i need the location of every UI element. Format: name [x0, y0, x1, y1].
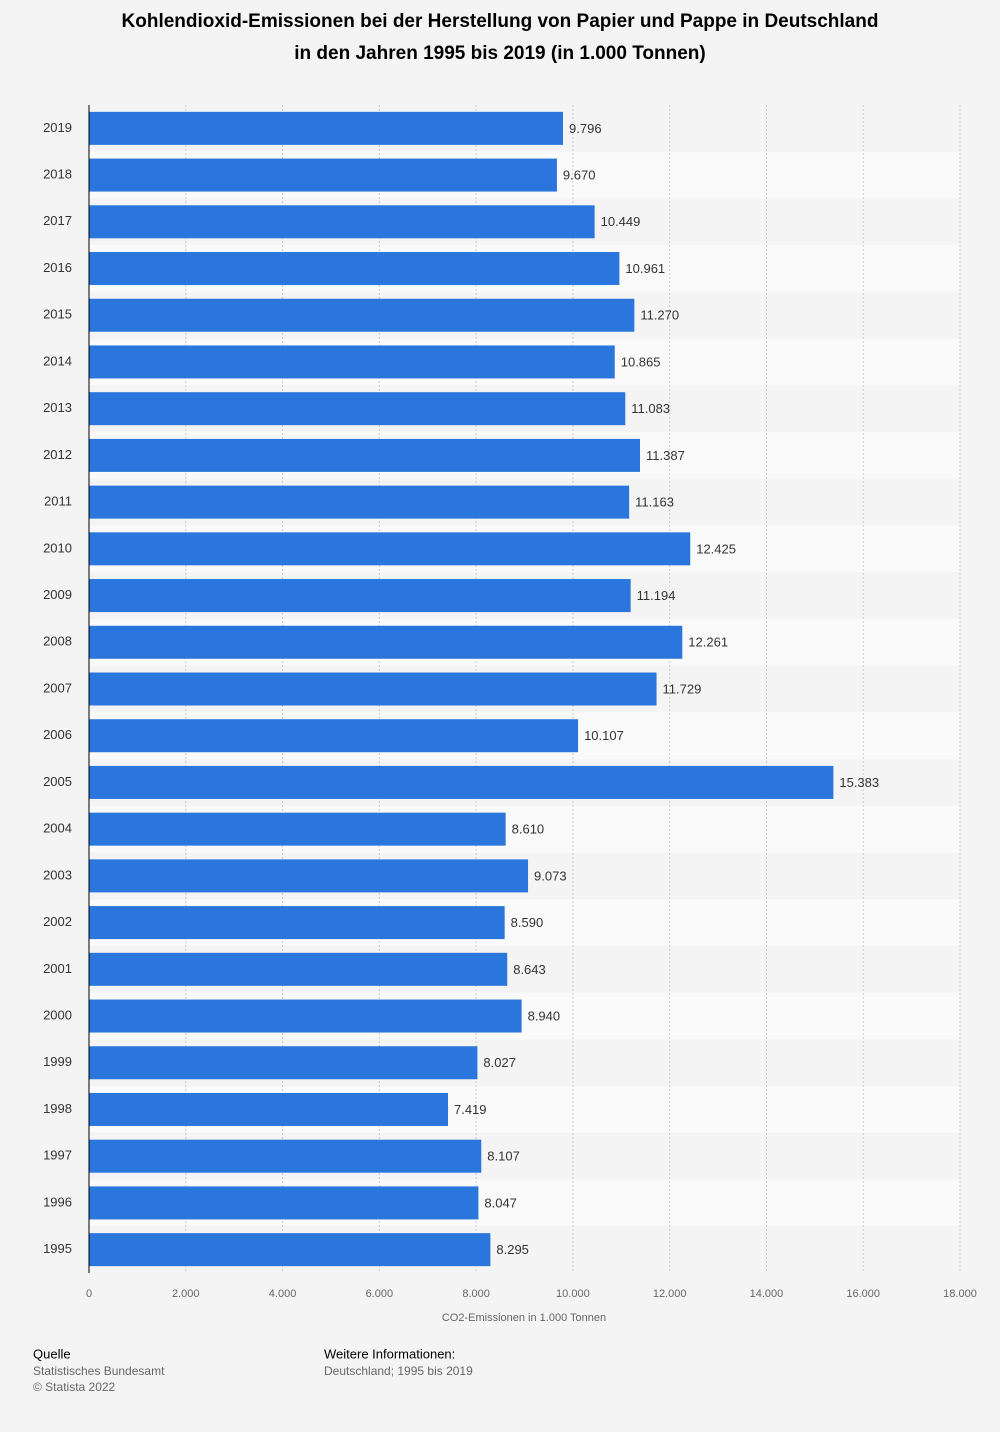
info: Deutschland; 1995 bis 2019	[324, 1364, 473, 1378]
y-tick-label: 2017	[43, 213, 72, 228]
value-label: 11.083	[631, 401, 670, 416]
x-tick-label: 18.000	[943, 1288, 977, 1300]
value-label: 10.449	[601, 214, 641, 229]
y-tick-label: 2015	[43, 307, 72, 322]
bar	[89, 1092, 448, 1126]
value-label: 9.670	[563, 168, 596, 183]
value-label: 11.270	[640, 308, 679, 323]
y-tick-label: 2007	[43, 680, 72, 695]
value-label: 15.383	[839, 775, 879, 790]
y-tick-label: 2009	[43, 587, 72, 602]
copyright: © Statista 2022	[33, 1380, 116, 1394]
bar	[89, 672, 657, 706]
y-tick-label: 2013	[43, 400, 72, 415]
y-tick-label: 2016	[43, 260, 72, 275]
x-tick-label: 12.000	[653, 1288, 687, 1300]
value-label: 11.729	[663, 681, 702, 696]
x-tick-label: 6.000	[366, 1288, 394, 1300]
value-label: 8.590	[511, 915, 544, 930]
value-label: 8.643	[513, 962, 546, 977]
y-tick-label: 2004	[43, 821, 72, 836]
x-tick-label: 10.000	[556, 1288, 590, 1300]
value-label: 11.194	[637, 588, 676, 603]
bar	[89, 205, 595, 239]
value-label: 10.865	[621, 354, 661, 369]
bar	[89, 298, 635, 332]
chart-title: in den Jahren 1995 bis 2019 (in 1.000 To…	[294, 43, 705, 64]
x-tick-label: 14.000	[750, 1288, 784, 1300]
x-tick-label: 16.000	[846, 1288, 880, 1300]
value-label: 8.107	[487, 1149, 520, 1164]
bar	[89, 392, 626, 426]
value-label: 7.419	[454, 1102, 487, 1117]
y-tick-label: 2002	[43, 914, 72, 929]
bar	[89, 579, 631, 613]
x-axis-label: CO2-Emissionen in 1.000 Tonnen	[442, 1312, 606, 1324]
bar	[89, 812, 506, 846]
bar	[89, 485, 630, 519]
source: Statistisches Bundesamt	[33, 1364, 165, 1378]
bar	[89, 1046, 478, 1080]
bar	[89, 625, 683, 659]
x-tick-label: 8.000	[462, 1288, 490, 1300]
y-tick-label: 2018	[43, 167, 72, 182]
y-tick-label: 2001	[43, 961, 72, 976]
x-tick-label: 4.000	[269, 1288, 297, 1300]
bar	[89, 719, 579, 753]
bar	[89, 252, 620, 286]
y-tick-label: 2000	[43, 1007, 72, 1022]
x-tick-label: 0	[86, 1288, 92, 1300]
chart-title: Kohlendioxid-Emissionen bei der Herstell…	[122, 11, 879, 32]
value-label: 10.107	[584, 728, 624, 743]
bar	[89, 532, 691, 566]
y-tick-label: 1997	[43, 1148, 72, 1163]
y-tick-label: 2008	[43, 634, 72, 649]
y-tick-label: 2005	[43, 774, 72, 789]
y-tick-label: 1996	[43, 1194, 72, 1209]
info-heading: Weitere Informationen:	[324, 1346, 455, 1361]
value-label: 8.047	[484, 1195, 517, 1210]
value-label: 8.940	[528, 1008, 561, 1023]
x-tick-label: 2.000	[172, 1288, 200, 1300]
bar	[89, 1186, 479, 1220]
y-tick-label: 2011	[44, 494, 72, 509]
bar	[89, 906, 505, 940]
value-label: 8.610	[512, 822, 545, 837]
value-label: 11.387	[646, 448, 685, 463]
value-label: 8.295	[496, 1242, 529, 1257]
y-tick-label: 1998	[43, 1101, 72, 1116]
value-label: 10.961	[625, 261, 665, 276]
value-label: 8.027	[483, 1055, 516, 1070]
bar	[89, 765, 834, 799]
y-tick-label: 1995	[43, 1241, 72, 1256]
y-tick-label: 1999	[43, 1054, 72, 1069]
bar	[89, 111, 564, 145]
bar	[89, 952, 508, 986]
y-tick-label: 2003	[43, 867, 72, 882]
value-label: 12.261	[688, 635, 728, 650]
value-label: 11.163	[635, 495, 674, 510]
bar	[89, 999, 522, 1033]
value-label: 12.425	[696, 541, 736, 556]
value-label: 9.796	[569, 121, 602, 136]
bar	[89, 345, 615, 379]
y-tick-label: 2019	[43, 120, 72, 135]
bar	[89, 1139, 482, 1173]
bar	[89, 438, 641, 472]
source-heading: Quelle	[33, 1346, 71, 1361]
y-tick-label: 2010	[43, 540, 72, 555]
y-tick-label: 2014	[43, 353, 72, 368]
bar	[89, 1233, 491, 1267]
bar	[89, 158, 557, 192]
value-label: 9.073	[534, 868, 567, 883]
y-tick-label: 2006	[43, 727, 72, 742]
bar	[89, 859, 529, 893]
y-tick-label: 2012	[43, 447, 72, 462]
